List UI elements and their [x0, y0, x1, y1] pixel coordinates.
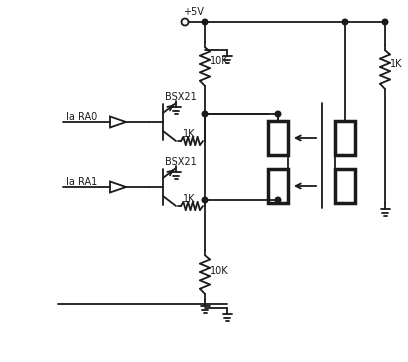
- Text: 1K: 1K: [390, 59, 403, 69]
- Text: +5V: +5V: [183, 7, 204, 17]
- Bar: [335, 121, 355, 155]
- Text: BSX21: BSX21: [165, 92, 197, 102]
- Circle shape: [382, 19, 388, 25]
- Circle shape: [275, 197, 281, 203]
- Text: 1K: 1K: [182, 194, 195, 204]
- Circle shape: [202, 111, 208, 117]
- Text: Ia RA1: Ia RA1: [66, 177, 97, 187]
- Circle shape: [342, 19, 348, 25]
- Text: BSX21: BSX21: [165, 157, 197, 167]
- Circle shape: [202, 19, 208, 25]
- Text: 10K: 10K: [210, 266, 228, 276]
- Text: 10K: 10K: [210, 56, 228, 66]
- Bar: [335, 169, 355, 203]
- Bar: [268, 121, 288, 155]
- Circle shape: [275, 111, 281, 117]
- Circle shape: [202, 197, 208, 203]
- Text: 1K: 1K: [182, 129, 195, 139]
- Bar: [268, 169, 288, 203]
- Text: Ia RA0: Ia RA0: [66, 112, 97, 122]
